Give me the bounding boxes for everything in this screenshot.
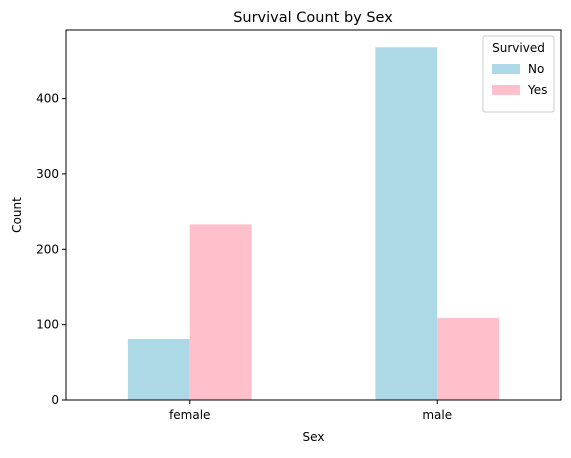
x-tick-label: female xyxy=(169,408,210,422)
bar-female-no xyxy=(127,338,190,400)
legend-label-no: No xyxy=(528,62,544,76)
y-tick-label: 200 xyxy=(36,242,59,256)
bar-male-no xyxy=(375,47,438,401)
x-tick-label: male xyxy=(422,408,452,422)
chart-title: Survival Count by Sex xyxy=(233,10,393,26)
y-tick-label: 0 xyxy=(51,393,59,407)
y-tick-label: 400 xyxy=(36,92,59,106)
legend: Survived No Yes xyxy=(482,35,555,113)
legend-swatch-yes xyxy=(492,85,520,95)
y-tick-label: 100 xyxy=(36,318,59,332)
x-axis-label: Sex xyxy=(303,430,325,444)
bars-group xyxy=(127,47,500,401)
y-axis-ticks: 0 100 200 300 400 xyxy=(36,92,66,407)
legend-swatch-no xyxy=(492,64,520,74)
legend-items: No Yes xyxy=(492,62,547,97)
legend-label-yes: Yes xyxy=(527,83,547,97)
bar-female-yes xyxy=(189,224,252,400)
legend-title: Survived xyxy=(492,41,545,55)
y-axis-label: Count xyxy=(10,197,24,233)
y-tick-label: 300 xyxy=(36,167,59,181)
x-axis-ticks: female male xyxy=(169,400,452,422)
bar-male-yes xyxy=(437,317,500,400)
plot-frame xyxy=(65,29,562,401)
